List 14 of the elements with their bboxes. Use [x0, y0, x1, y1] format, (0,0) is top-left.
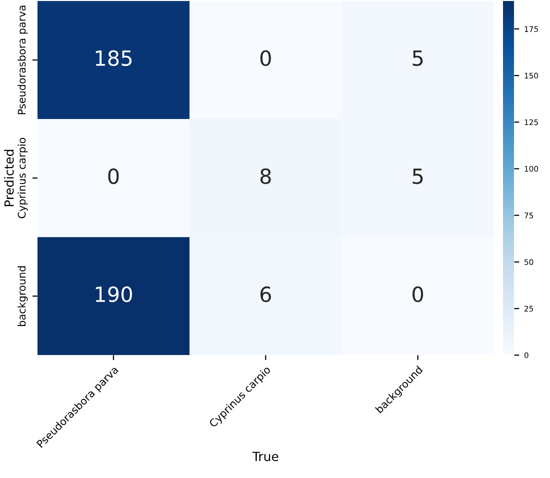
data-label: 0: [260, 50, 271, 66]
data-label: 5: [412, 168, 423, 184]
data-label: 0: [108, 168, 119, 184]
data-label: 6: [260, 286, 271, 302]
data-label: 0: [412, 286, 424, 302]
data-label: 8: [260, 168, 271, 184]
data-label: 5: [412, 50, 423, 66]
y-tick-label: background: [18, 266, 28, 326]
data-label: 190: [96, 286, 132, 302]
y-tick-label: Cyprinus carpio: [18, 138, 28, 218]
x-axis-title: True: [252, 452, 278, 462]
y-axis-title: Predicted: [4, 150, 14, 206]
data-label: 185: [96, 50, 132, 66]
y-tick-label: Pseudorasbora parva: [18, 6, 28, 114]
